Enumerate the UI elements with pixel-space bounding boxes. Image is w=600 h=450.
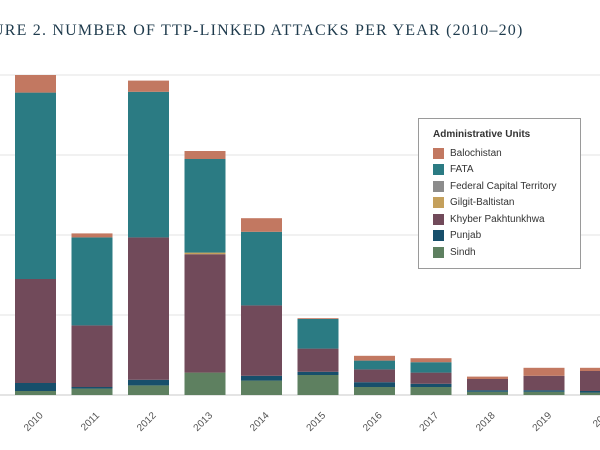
legend-label: Federal Capital Territory [450, 180, 557, 192]
bar-segment-balochistan-2019 [523, 367, 565, 376]
bar-segment-punjab-2019 [523, 390, 565, 392]
bar-segment-sindh-2013 [184, 372, 226, 395]
legend-label: Sindh [450, 246, 476, 258]
x-tick-label: 2011 [79, 410, 102, 433]
bar-segment-fata-2010 [15, 92, 56, 279]
bar-segment-sindh-2010 [15, 391, 56, 395]
x-tick-label: 2019 [531, 410, 555, 434]
x-tick-label: 2018 [474, 410, 498, 434]
bar-segment-balochistan-2018 [467, 376, 508, 379]
legend-label: FATA [450, 164, 474, 176]
bar-segment-khyber-pakhtunkhwa-2012 [128, 237, 169, 380]
bar-segment-fata-2016 [354, 360, 395, 370]
x-tick-label: 2013 [192, 410, 216, 434]
bar-segment-balochistan-2015 [297, 318, 339, 319]
bar-segment-sindh-2019 [523, 391, 565, 395]
bar-segment-punjab-2012 [128, 379, 169, 386]
legend-item: Sindh [433, 244, 580, 261]
bar-segment-balochistan-2011 [71, 233, 113, 238]
bar-segment-sindh-2015 [297, 375, 339, 395]
bar-segment-sindh-2014 [241, 380, 282, 395]
legend-swatch [433, 230, 444, 242]
bar-segment-fata-2017 [410, 362, 452, 373]
legend-swatch [433, 213, 444, 225]
bar-segment-khyber-pakhtunkhwa-2017 [410, 372, 452, 384]
bar-segment-balochistan-2013 [184, 151, 226, 159]
legend-items: Balochistan FATA Federal Capital Territory… [433, 145, 580, 261]
bar-segment-khyber-pakhtunkhwa-2018 [467, 379, 508, 391]
bar-segment-balochistan-2016 [354, 355, 395, 361]
legend-item: Gilgit-Baltistan [433, 195, 580, 212]
bar-segment-balochistan-2012 [128, 80, 169, 92]
bar-segment-punjab-2018 [467, 390, 508, 392]
bar-segment-balochistan-2017 [410, 358, 452, 363]
legend-label: Gilgit-Baltistan [450, 197, 515, 209]
bar-segment-balochistan-2014 [241, 218, 282, 232]
legend: Administrative Units Balochistan FATA Fede… [418, 118, 581, 269]
bar-segment-sindh-2016 [354, 387, 395, 395]
x-tick-label: 2017 [418, 410, 442, 434]
bar-segment-fata-2011 [71, 237, 113, 326]
legend-swatch [433, 197, 444, 209]
x-tick-label: 2014 [248, 410, 272, 434]
legend-swatch [433, 246, 444, 258]
bar-segment-punjab-2011 [71, 387, 113, 389]
legend-swatch [433, 164, 444, 176]
x-tick-label: 2016 [361, 410, 385, 434]
bar-segment-khyber-pakhtunkhwa-2014 [241, 305, 282, 376]
legend-label: Punjab [450, 230, 482, 242]
bar-segment-fata-2015 [297, 319, 339, 349]
bar-segment-khyber-pakhtunkhwa-2011 [71, 325, 113, 387]
bar-segment-balochistan-2020 [580, 367, 600, 371]
chart-title: URE 2. NUMBER OF TTP-LINKED ATTACKS PER … [0, 22, 524, 39]
legend-title: Administrative Units [433, 129, 531, 140]
bar-segment-fata-2013 [184, 159, 226, 253]
legend-swatch [433, 147, 444, 159]
bar-segment-khyber-pakhtunkhwa-2019 [523, 375, 565, 391]
bar-segment-sindh-2012 [128, 385, 169, 395]
legend-item: Khyber Pakhtunkhwa [433, 211, 580, 228]
bar-segment-punjab-2015 [297, 371, 339, 375]
bar-segment-gilgit-baltistan-2013 [184, 252, 226, 255]
legend-item: Balochistan [433, 145, 580, 162]
bar-segment-sindh-2017 [410, 387, 452, 395]
bar-segment-balochistan-2010 [15, 75, 56, 93]
bar-segment-khyber-pakhtunkhwa-2020 [580, 371, 600, 391]
bar-segment-punjab-2016 [354, 382, 395, 387]
legend-item: Punjab [433, 228, 580, 245]
bar-segment-khyber-pakhtunkhwa-2010 [15, 279, 56, 383]
bar-segment-punjab-2017 [410, 383, 452, 387]
bar-segment-khyber-pakhtunkhwa-2013 [184, 254, 226, 373]
legend-item: Federal Capital Territory [433, 178, 580, 195]
bar-segment-sindh-2011 [71, 388, 113, 395]
x-tick-label: 2015 [305, 410, 329, 434]
x-tick-label: 2012 [135, 410, 159, 434]
bar-segment-fata-2014 [241, 231, 282, 306]
bar-segment-fata-2012 [128, 91, 169, 238]
bar-segment-khyber-pakhtunkhwa-2015 [297, 348, 339, 372]
x-tick-label: 2010 [22, 410, 46, 434]
legend-item: FATA [433, 162, 580, 179]
bar-segment-punjab-2010 [15, 383, 56, 391]
x-axis-tick-labels: 2010 2011 2012 2013 2014 2015 2016 2017 2018 2019… [22, 410, 600, 434]
legend-label: Khyber Pakhtunkhwa [450, 213, 545, 225]
bar-stacks [15, 75, 600, 395]
bar-segment-sindh-2018 [467, 391, 508, 395]
legend-swatch [433, 180, 444, 192]
legend-label: Balochistan [450, 147, 502, 159]
x-tick-label: 202 [591, 410, 600, 430]
bar-segment-sindh-2020 [580, 392, 600, 395]
bar-segment-punjab-2020 [580, 391, 600, 393]
bar-segment-punjab-2014 [241, 375, 282, 381]
bar-segment-khyber-pakhtunkhwa-2016 [354, 369, 395, 383]
